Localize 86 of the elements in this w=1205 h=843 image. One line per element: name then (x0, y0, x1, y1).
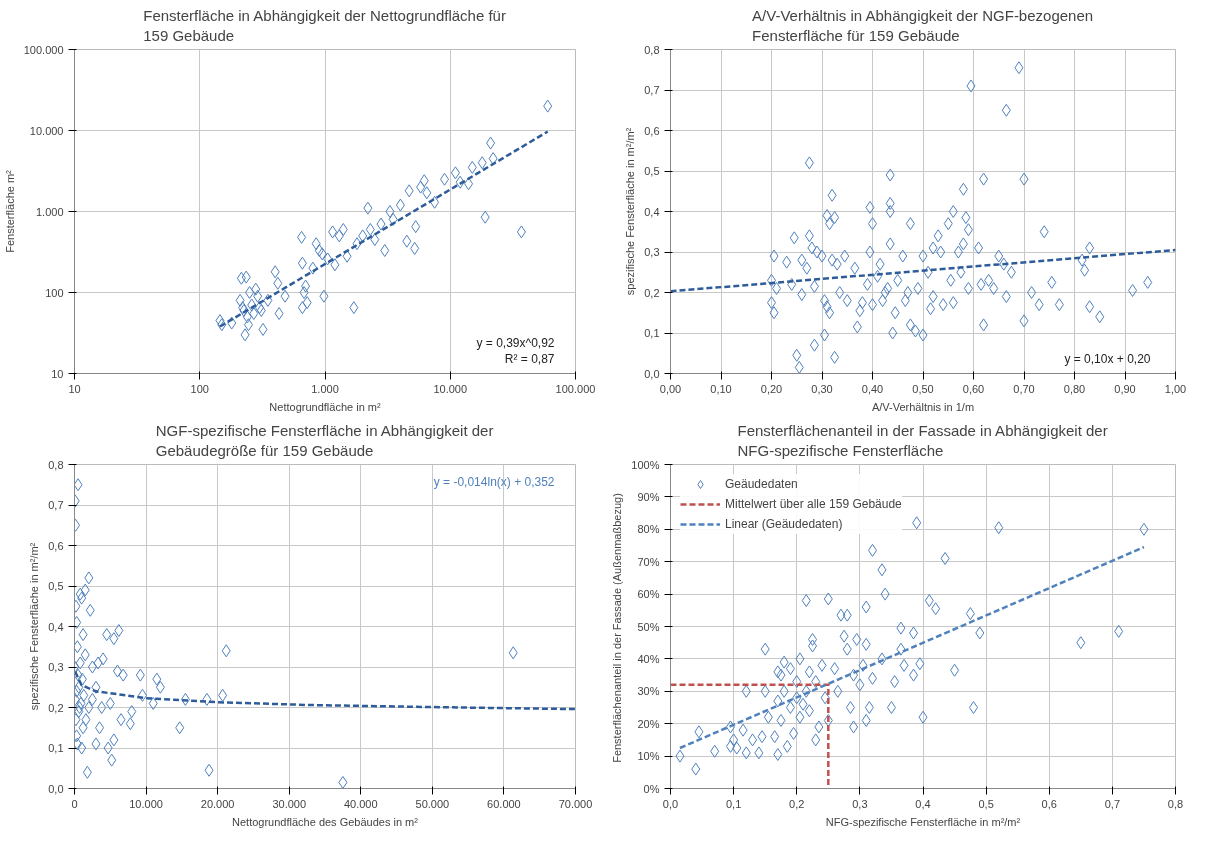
y-tick-label: 70% (637, 555, 660, 568)
y-tick-label: 60% (637, 588, 660, 601)
x-tick-label: 40.000 (343, 797, 378, 810)
annotation: y = 0,39x^0,92 (476, 335, 555, 350)
y-axis-title: Fensterflächenanteil in der Fassade (Außenmaßbezug) (611, 493, 624, 763)
x-axis-title: NFG-spezifische Fensterfläche in m²/m² (825, 815, 1021, 828)
y-tick-label: 0,7 (48, 499, 64, 511)
x-tick-label: 30.000 (272, 797, 307, 810)
x-tick-label: 100 (190, 382, 209, 395)
y-tick-label: 0,5 (48, 580, 64, 592)
y-tick-label: 100% (631, 458, 660, 471)
x-tick-label: 0,6 (1041, 797, 1057, 810)
x-tick-label: 0,20 (760, 382, 783, 395)
y-tick-label: 0,0 (48, 782, 64, 795)
y-tick-label: 0,3 (644, 246, 660, 258)
y-tick-label: 0% (643, 782, 660, 795)
x-tick-label: 20.000 (200, 797, 235, 810)
y-tick-label: 90% (637, 490, 660, 503)
x-tick-label: 0,0 (662, 797, 679, 810)
y-tick-label: 0,1 (644, 327, 660, 339)
x-tick-label: 0,50 (912, 382, 934, 395)
annotation: y = 0,10x + 0,20 (1064, 351, 1151, 366)
y-tick-label: 0,8 (644, 43, 660, 56)
x-tick-label: 0,7 (1104, 797, 1121, 810)
x-tick-label: 0,40 (861, 382, 884, 395)
x-tick-label: 1.000 (311, 382, 339, 395)
y-axis-title: spezifische Fensterfläche in m²/m² (624, 127, 637, 296)
x-tick-label: 0,70 (1013, 382, 1035, 395)
y-tick-label: 0,4 (644, 205, 660, 218)
x-tick-label: 10.000 (129, 797, 163, 810)
y-tick-label: 0,7 (644, 84, 660, 96)
x-axis-title: Nettogrundfläche in m² (269, 400, 381, 413)
y-axis-title: spezifische Fensterfläche in m²/m² (28, 542, 41, 711)
y-tick-label: 0,2 (644, 286, 660, 299)
x-tick-label: 0 (71, 797, 78, 810)
x-tick-label: 0,3 (852, 797, 868, 810)
chart-title: NGF-spezifische Fensterfläche in Abhängigkeit der Gebäudegröße für 159 Gebäude (155, 422, 494, 460)
annotation: y = -0,014ln(x) + 0,352 (433, 474, 555, 489)
y-tick-label: 50% (637, 620, 660, 633)
y-tick-label: 0,6 (644, 124, 660, 137)
x-tick-label: 0,90 (1114, 382, 1136, 395)
legend-label: Geäudedaten (725, 477, 798, 491)
legend-label: Linear (Geäudedaten) (725, 517, 843, 531)
x-tick-label: 0,2 (789, 797, 805, 810)
x-tick-label: 10 (68, 382, 81, 395)
x-tick-label: 0,5 (978, 797, 994, 810)
x-tick-label: 100.000 (555, 382, 596, 395)
x-tick-label: 70.000 (558, 797, 593, 810)
y-tick-label: 0,2 (48, 701, 64, 714)
y-tick-label: 0,4 (48, 620, 64, 633)
chart-title: Fensterflächenanteil in der Fassade in Abhängigkeit der NFG-spezifische Fensterfläche (737, 422, 1108, 460)
x-tick-label: 0,00 (659, 382, 682, 395)
y-tick-label: 10 (51, 367, 64, 380)
x-tick-label: 0,80 (1063, 382, 1086, 395)
y-axis-title: Fensterfläche m² (3, 169, 16, 253)
y-tick-label: 20% (637, 717, 660, 730)
x-tick-label: 0,60 (962, 382, 985, 395)
x-tick-label: 10.000 (433, 382, 468, 395)
x-tick-label: 50.000 (415, 797, 450, 810)
x-tick-label: 0,8 (1167, 797, 1184, 810)
y-tick-label: 30% (637, 685, 660, 698)
x-tick-label: 60.000 (487, 797, 521, 810)
chart-title: Fensterfläche in Abhängigkeit der Nettogrundfläche für 159 Gebäude (143, 7, 506, 45)
legend-label: Mittelwert über alle 159 Gebäude (725, 497, 902, 511)
y-tick-label: 0,6 (48, 539, 64, 552)
y-tick-label: 0,0 (644, 367, 660, 380)
x-tick-label: 0,10 (710, 382, 732, 395)
x-axis-title: Nettogrundfläche des Gebäudes in m² (232, 815, 419, 828)
y-tick-label: 0,3 (48, 661, 64, 673)
chart-title: A/V-Verhältnis in Abhängigkeit der NGF-bezogenen Fensterfläche für 159 Gebäude (752, 7, 1094, 45)
x-axis-title: A/V-Verhältnis in 1/m (871, 400, 975, 413)
y-tick-label: 10.000 (29, 124, 64, 137)
y-tick-label: 0,8 (48, 458, 64, 471)
x-tick-label: 0,1 (725, 797, 742, 810)
x-tick-label: 0,30 (811, 382, 833, 395)
y-tick-label: 40% (637, 652, 660, 665)
y-tick-label: 10% (637, 750, 660, 763)
y-tick-label: 0,5 (644, 165, 660, 177)
y-tick-label: 100 (45, 286, 64, 299)
y-tick-label: 80% (637, 523, 660, 536)
annotation: R² = 0,87 (504, 351, 555, 366)
x-tick-label: 0,4 (915, 797, 931, 810)
y-tick-label: 100.000 (23, 43, 64, 56)
x-tick-label: 1,00 (1164, 382, 1187, 395)
y-tick-label: 0,1 (48, 742, 64, 754)
y-tick-label: 1.000 (35, 205, 64, 218)
